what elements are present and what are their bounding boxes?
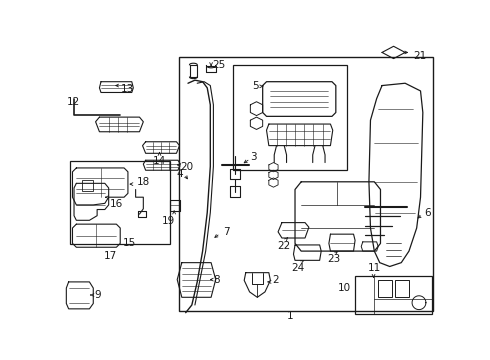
Text: 7: 7 <box>222 227 229 237</box>
Text: 4: 4 <box>177 169 183 179</box>
Text: 8: 8 <box>214 275 220 285</box>
Text: 1: 1 <box>286 311 293 321</box>
Text: 3: 3 <box>250 152 257 162</box>
Text: 10: 10 <box>338 283 351 293</box>
Text: 21: 21 <box>413 50 426 60</box>
Text: 14: 14 <box>153 156 166 166</box>
Bar <box>82 180 93 191</box>
Text: 5: 5 <box>252 81 259 91</box>
Text: 23: 23 <box>327 254 340 264</box>
Text: 24: 24 <box>292 263 305 273</box>
Text: 25: 25 <box>213 60 226 70</box>
Text: 19: 19 <box>161 216 174 226</box>
Text: 13: 13 <box>121 84 134 94</box>
Text: 6: 6 <box>424 208 431 217</box>
Text: 9: 9 <box>95 290 101 300</box>
Text: 16: 16 <box>110 199 123 209</box>
Bar <box>179 57 433 311</box>
Text: 15: 15 <box>122 238 136 248</box>
Bar <box>378 280 392 297</box>
Text: 12: 12 <box>67 97 80 107</box>
Bar <box>233 65 346 170</box>
Text: 18: 18 <box>136 177 149 187</box>
Text: 17: 17 <box>103 251 117 261</box>
Bar <box>395 280 409 297</box>
Bar <box>70 161 171 244</box>
Text: 22: 22 <box>277 241 290 251</box>
Text: 11: 11 <box>368 263 381 273</box>
Text: 20: 20 <box>180 162 194 172</box>
Text: 2: 2 <box>273 275 279 285</box>
Bar <box>355 276 432 314</box>
